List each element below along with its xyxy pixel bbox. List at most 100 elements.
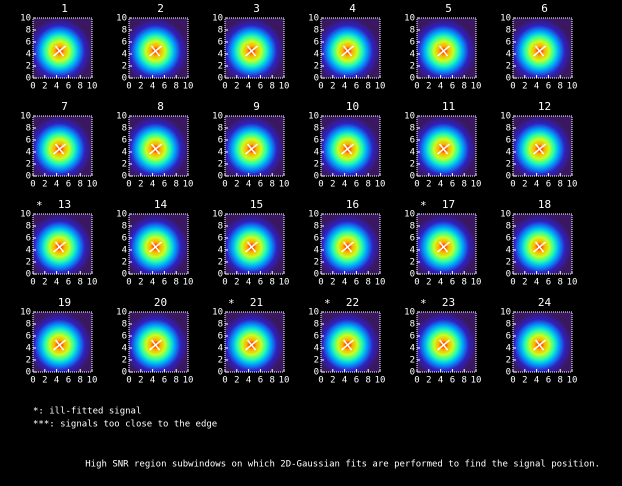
y-tick-label: 8 [314,320,319,330]
x-tick-label: 0 [318,278,323,288]
panel-title: 1 [61,2,68,15]
x-tick-label: 4 [246,82,251,92]
y-tick-label: 6 [314,38,319,48]
plot-frame [512,311,573,373]
y-tick-label: 6 [26,234,31,244]
y-tick-label: 2 [410,62,415,72]
x-tick-label: 2 [522,278,527,288]
x-tick-label: 2 [138,376,143,386]
panel-title: 8 [157,100,164,113]
x-tick-label: 4 [534,180,539,190]
y-tick-label: 4 [26,50,31,60]
x-tick-label: 8 [365,278,370,288]
x-tick-label: 8 [461,376,466,386]
y-tick-label: 6 [26,332,31,342]
y-tick-label: 6 [218,136,223,146]
panel-title: 17 [442,198,455,211]
fit-marker [150,241,161,253]
x-tick-label: 4 [150,376,155,386]
y-tick-label: 6 [122,38,127,48]
x-tick-label: 8 [557,180,562,190]
x-tick-label: 6 [162,180,167,190]
y-tick-label: 4 [506,50,511,60]
y-tick-label: 4 [314,50,319,60]
x-tick-label: 4 [150,82,155,92]
fit-flag: * [36,199,43,212]
y-tick-label: 4 [26,246,31,256]
y-tick-label: 6 [122,234,127,244]
plot-frame [416,17,477,79]
fit-marker [54,339,65,351]
y-tick-label: 0 [506,74,511,84]
panel-title: 18 [538,198,551,211]
x-tick-label: 0 [30,82,35,92]
x-tick-label: 4 [342,180,347,190]
x-tick-label: 2 [330,180,335,190]
x-tick-label: 8 [173,376,178,386]
panel-title: 4 [349,2,356,15]
y-tick-label: 2 [506,356,511,366]
x-tick-label: 2 [234,82,239,92]
x-tick-label: 4 [438,278,443,288]
panel-title: 16 [346,198,359,211]
plot-frame [512,17,573,79]
fit-marker [150,339,161,351]
fit-marker [534,241,545,253]
x-tick-label: 2 [426,376,431,386]
y-tick-label: 0 [410,172,415,182]
plot-frame [32,213,93,275]
x-tick-label: 10 [279,82,290,92]
y-tick-label: 0 [26,368,31,378]
y-tick-label: 0 [314,172,319,182]
fit-marker [54,241,65,253]
y-tick-label: 2 [26,160,31,170]
fit-flag: * [420,297,427,310]
panel-title: 12 [538,100,551,113]
fit-marker [246,143,257,155]
plot-frame [512,213,573,275]
x-tick-label: 6 [162,376,167,386]
x-tick-label: 6 [546,180,551,190]
y-tick-label: 2 [506,160,511,170]
panel-title: 20 [154,296,167,309]
x-tick-label: 8 [365,180,370,190]
x-tick-label: 6 [354,82,359,92]
y-tick-label: 6 [122,332,127,342]
x-tick-label: 6 [258,82,263,92]
y-tick-label: 8 [314,222,319,232]
panel-title: 3 [253,2,260,15]
panel-title: 24 [538,296,552,309]
plot-frame [224,213,285,275]
x-tick-label: 8 [269,376,274,386]
panel-title: 2 [157,2,164,15]
y-tick-label: 0 [314,74,319,84]
x-tick-label: 0 [222,180,227,190]
y-tick-label: 4 [410,50,415,60]
y-tick-label: 8 [26,26,31,36]
x-tick-label: 6 [162,278,167,288]
y-tick-label: 6 [506,38,511,48]
y-tick-label: 8 [26,124,31,134]
y-tick-label: 6 [26,38,31,48]
y-tick-label: 0 [218,270,223,280]
plot-frame [224,115,285,177]
fit-marker [438,241,449,253]
x-tick-label: 8 [461,180,466,190]
x-tick-label: 4 [246,180,251,190]
fit-flag: * [420,199,427,212]
y-tick-label: 8 [122,222,127,232]
y-tick-label: 10 [116,14,127,24]
x-tick-label: 2 [522,82,527,92]
y-tick-label: 10 [212,308,223,318]
x-tick-label: 0 [30,278,35,288]
x-tick-label: 2 [42,278,47,288]
y-tick-label: 10 [212,112,223,122]
y-tick-label: 4 [410,148,415,158]
x-tick-label: 10 [375,180,386,190]
y-tick-label: 10 [116,308,127,318]
y-tick-label: 0 [314,368,319,378]
plot-frame [512,115,573,177]
x-tick-label: 10 [279,180,290,190]
fit-marker [54,143,65,155]
y-tick-label: 4 [410,344,415,354]
